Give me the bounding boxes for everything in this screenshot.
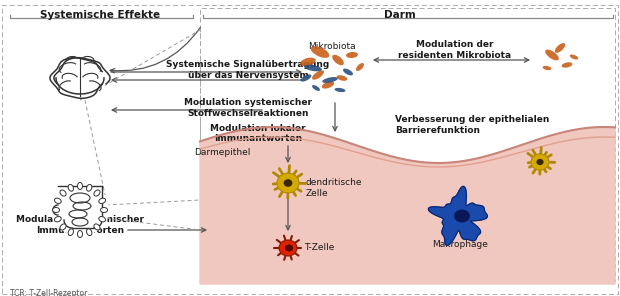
Ellipse shape: [99, 198, 105, 203]
Ellipse shape: [55, 216, 61, 222]
Text: Makrophage: Makrophage: [432, 240, 488, 249]
Ellipse shape: [55, 198, 61, 203]
Ellipse shape: [301, 74, 311, 82]
Ellipse shape: [545, 50, 559, 60]
Text: Systemische Effekte: Systemische Effekte: [40, 10, 160, 20]
Bar: [200, 8, 615, 281]
Ellipse shape: [60, 190, 66, 196]
Ellipse shape: [311, 46, 329, 58]
Ellipse shape: [562, 62, 572, 68]
Ellipse shape: [312, 85, 320, 91]
Ellipse shape: [51, 184, 109, 236]
Ellipse shape: [531, 154, 549, 170]
Ellipse shape: [94, 190, 100, 196]
Text: Systemische Signalübertragung
über das Nervensystem: Systemische Signalübertragung über das N…: [166, 60, 330, 80]
Polygon shape: [200, 127, 615, 284]
Text: Modulation systemischer
Immunantworten: Modulation systemischer Immunantworten: [16, 215, 144, 235]
Ellipse shape: [87, 229, 92, 236]
Text: Modulation lokaler
Immunantworten: Modulation lokaler Immunantworten: [210, 124, 306, 143]
Ellipse shape: [68, 184, 74, 191]
Ellipse shape: [312, 70, 324, 80]
Text: Mikrobiota: Mikrobiota: [308, 42, 356, 51]
Ellipse shape: [94, 224, 100, 230]
Ellipse shape: [555, 43, 565, 53]
Ellipse shape: [332, 55, 344, 65]
Ellipse shape: [283, 179, 293, 187]
Text: Modulation systemischer
Stoffwechselreaktionen: Modulation systemischer Stoffwechselreak…: [184, 98, 312, 118]
Ellipse shape: [53, 207, 60, 213]
Ellipse shape: [343, 69, 353, 75]
Ellipse shape: [100, 207, 107, 213]
Ellipse shape: [60, 224, 66, 230]
Ellipse shape: [99, 216, 105, 222]
Ellipse shape: [322, 81, 334, 89]
Ellipse shape: [277, 173, 299, 193]
Text: Modulation der
residenten Mikrobiota: Modulation der residenten Mikrobiota: [399, 40, 512, 60]
Ellipse shape: [68, 229, 74, 236]
Text: Darm: Darm: [384, 10, 416, 20]
Ellipse shape: [346, 52, 358, 58]
Ellipse shape: [356, 63, 364, 71]
Ellipse shape: [335, 88, 345, 92]
Ellipse shape: [536, 159, 544, 165]
Ellipse shape: [304, 65, 322, 71]
Ellipse shape: [337, 75, 347, 81]
Ellipse shape: [322, 77, 338, 83]
Ellipse shape: [570, 54, 578, 59]
Ellipse shape: [279, 240, 297, 256]
Ellipse shape: [285, 244, 293, 252]
Ellipse shape: [53, 57, 107, 99]
Text: Verbesserung der epithelialen
Barrierefunktion: Verbesserung der epithelialen Barrierefu…: [395, 115, 549, 135]
Text: dendritische
Zelle: dendritische Zelle: [306, 178, 363, 198]
Ellipse shape: [87, 184, 92, 191]
Text: T-Zelle: T-Zelle: [304, 244, 334, 252]
Ellipse shape: [542, 66, 551, 70]
Polygon shape: [428, 186, 487, 245]
Ellipse shape: [78, 231, 82, 237]
Ellipse shape: [78, 183, 82, 189]
Ellipse shape: [300, 58, 316, 66]
Text: TCR: T-Zell-Rezeptor: TCR: T-Zell-Rezeptor: [10, 289, 87, 296]
Text: Darmepithel: Darmepithel: [194, 148, 250, 157]
Ellipse shape: [454, 210, 470, 223]
